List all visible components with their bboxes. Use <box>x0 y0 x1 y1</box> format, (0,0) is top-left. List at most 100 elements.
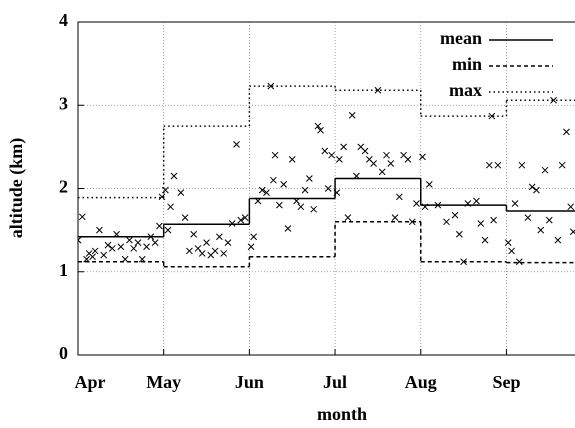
scatter-point <box>383 151 390 159</box>
scatter-point <box>408 218 416 226</box>
scatter-point <box>301 186 309 194</box>
scatter-point <box>451 211 459 219</box>
scatter-point <box>220 250 228 257</box>
scatter-point <box>297 203 305 211</box>
scatter-point <box>477 220 485 227</box>
scatter-point <box>515 258 523 266</box>
scatter-point <box>434 201 442 209</box>
scatter-point <box>314 122 322 130</box>
scatter-point <box>490 216 497 224</box>
x-tick-label: Aug <box>405 372 437 392</box>
scatter-point <box>164 226 172 234</box>
scatter-point <box>190 230 198 238</box>
legend-label: min <box>452 54 482 74</box>
legend-label: mean <box>440 28 482 48</box>
y-tick-label: 3 <box>59 93 68 113</box>
scatter-point <box>504 239 512 246</box>
scatter-point <box>254 197 262 205</box>
scatter-point <box>91 247 99 255</box>
scatter-point <box>387 160 395 167</box>
plot-area <box>78 82 575 268</box>
scatter-point <box>550 96 557 104</box>
scatter-point <box>138 255 146 263</box>
scatter-point <box>317 126 324 134</box>
scatter-point <box>473 197 480 205</box>
scatter-point <box>151 239 159 246</box>
scatter-point <box>370 160 377 167</box>
scatter-point <box>460 258 467 266</box>
scatter-point <box>541 166 549 174</box>
scatter-point <box>413 200 420 207</box>
x-tick-label: Jun <box>235 372 264 392</box>
y-tick-label: 1 <box>59 260 68 280</box>
scatter-point <box>321 147 329 155</box>
scatter-point <box>267 82 275 90</box>
scatter-point <box>181 214 189 221</box>
x-tick-label: Sep <box>492 372 520 392</box>
scatter-point <box>333 189 341 197</box>
scatter-point <box>113 230 120 238</box>
scatter-point <box>455 230 463 238</box>
scatter-point <box>395 193 403 201</box>
scatter-point <box>117 243 125 251</box>
scatter-point <box>271 151 279 159</box>
x-tick-label: Jul <box>323 372 347 392</box>
scatter-point <box>194 245 202 252</box>
scatter-point <box>78 213 86 221</box>
scatter-point <box>348 111 356 119</box>
scatter-point <box>134 239 142 246</box>
scatter-point <box>89 253 96 261</box>
scatter-point <box>263 189 270 197</box>
scatter-point <box>558 161 566 169</box>
scatter-point <box>344 214 352 221</box>
scatter-point <box>156 222 163 230</box>
scatter-point <box>533 186 540 194</box>
x-tick-label: Apr <box>75 372 106 392</box>
scatter-point <box>419 153 426 161</box>
scatter-point <box>250 233 258 241</box>
scatter-point <box>361 147 369 155</box>
scatter-point <box>310 205 318 213</box>
scatter-point <box>340 143 347 151</box>
scatter-point <box>378 168 386 176</box>
scatter-point <box>324 185 332 192</box>
y-axis-label: altitude (km) <box>6 138 27 239</box>
y-tick-label: 4 <box>59 10 68 30</box>
scatter-point <box>130 245 138 252</box>
x-axis-label: month <box>317 404 367 424</box>
scatter-point <box>170 172 178 180</box>
scatter-point <box>374 86 382 94</box>
scatter-point <box>494 161 502 169</box>
scatter-point <box>203 239 210 246</box>
scatter-point <box>391 214 399 221</box>
scatter-point <box>100 251 108 259</box>
scatter-point <box>247 243 255 251</box>
scatter-point <box>186 247 193 255</box>
y-tick-label: 2 <box>59 177 68 197</box>
scatter-point <box>421 203 429 211</box>
scatter-point <box>241 214 249 221</box>
scatter-point <box>353 172 360 180</box>
scatter-point <box>237 216 245 224</box>
scatter-point <box>167 203 174 211</box>
legend-label: max <box>449 80 482 100</box>
scatter-point <box>177 189 185 197</box>
scatter-point <box>258 186 266 194</box>
scatter-point <box>488 112 496 120</box>
scatter-point <box>569 228 575 236</box>
scatter-point <box>104 241 112 249</box>
scatter-point <box>284 225 292 232</box>
scatter-point <box>78 236 82 244</box>
scatter-point <box>96 226 103 234</box>
scatter-point <box>537 226 545 234</box>
scatter-point <box>481 236 489 244</box>
x-tick-label: May <box>146 372 181 392</box>
scatter-point <box>464 200 472 207</box>
scatter-point <box>563 128 570 136</box>
scatter-point <box>328 151 335 159</box>
scatter-point <box>293 197 300 205</box>
scatter-point <box>524 214 532 221</box>
scatter-point <box>228 220 236 227</box>
scatter-point <box>121 255 129 263</box>
scatter-point <box>158 193 166 201</box>
